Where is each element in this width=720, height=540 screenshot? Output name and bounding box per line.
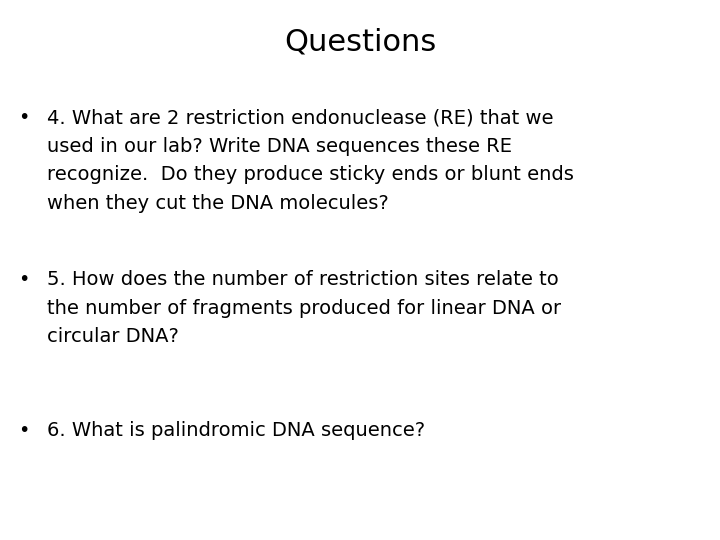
Text: Questions: Questions [284,27,436,56]
Text: •: • [18,421,30,440]
Text: 5. How does the number of restriction sites relate to
the number of fragments pr: 5. How does the number of restriction si… [47,270,561,347]
Text: 4. What are 2 restriction endonuclease (RE) that we
used in our lab? Write DNA s: 4. What are 2 restriction endonuclease (… [47,108,574,213]
Text: 6. What is palindromic DNA sequence?: 6. What is palindromic DNA sequence? [47,421,425,440]
Text: •: • [18,108,30,127]
Text: •: • [18,270,30,289]
